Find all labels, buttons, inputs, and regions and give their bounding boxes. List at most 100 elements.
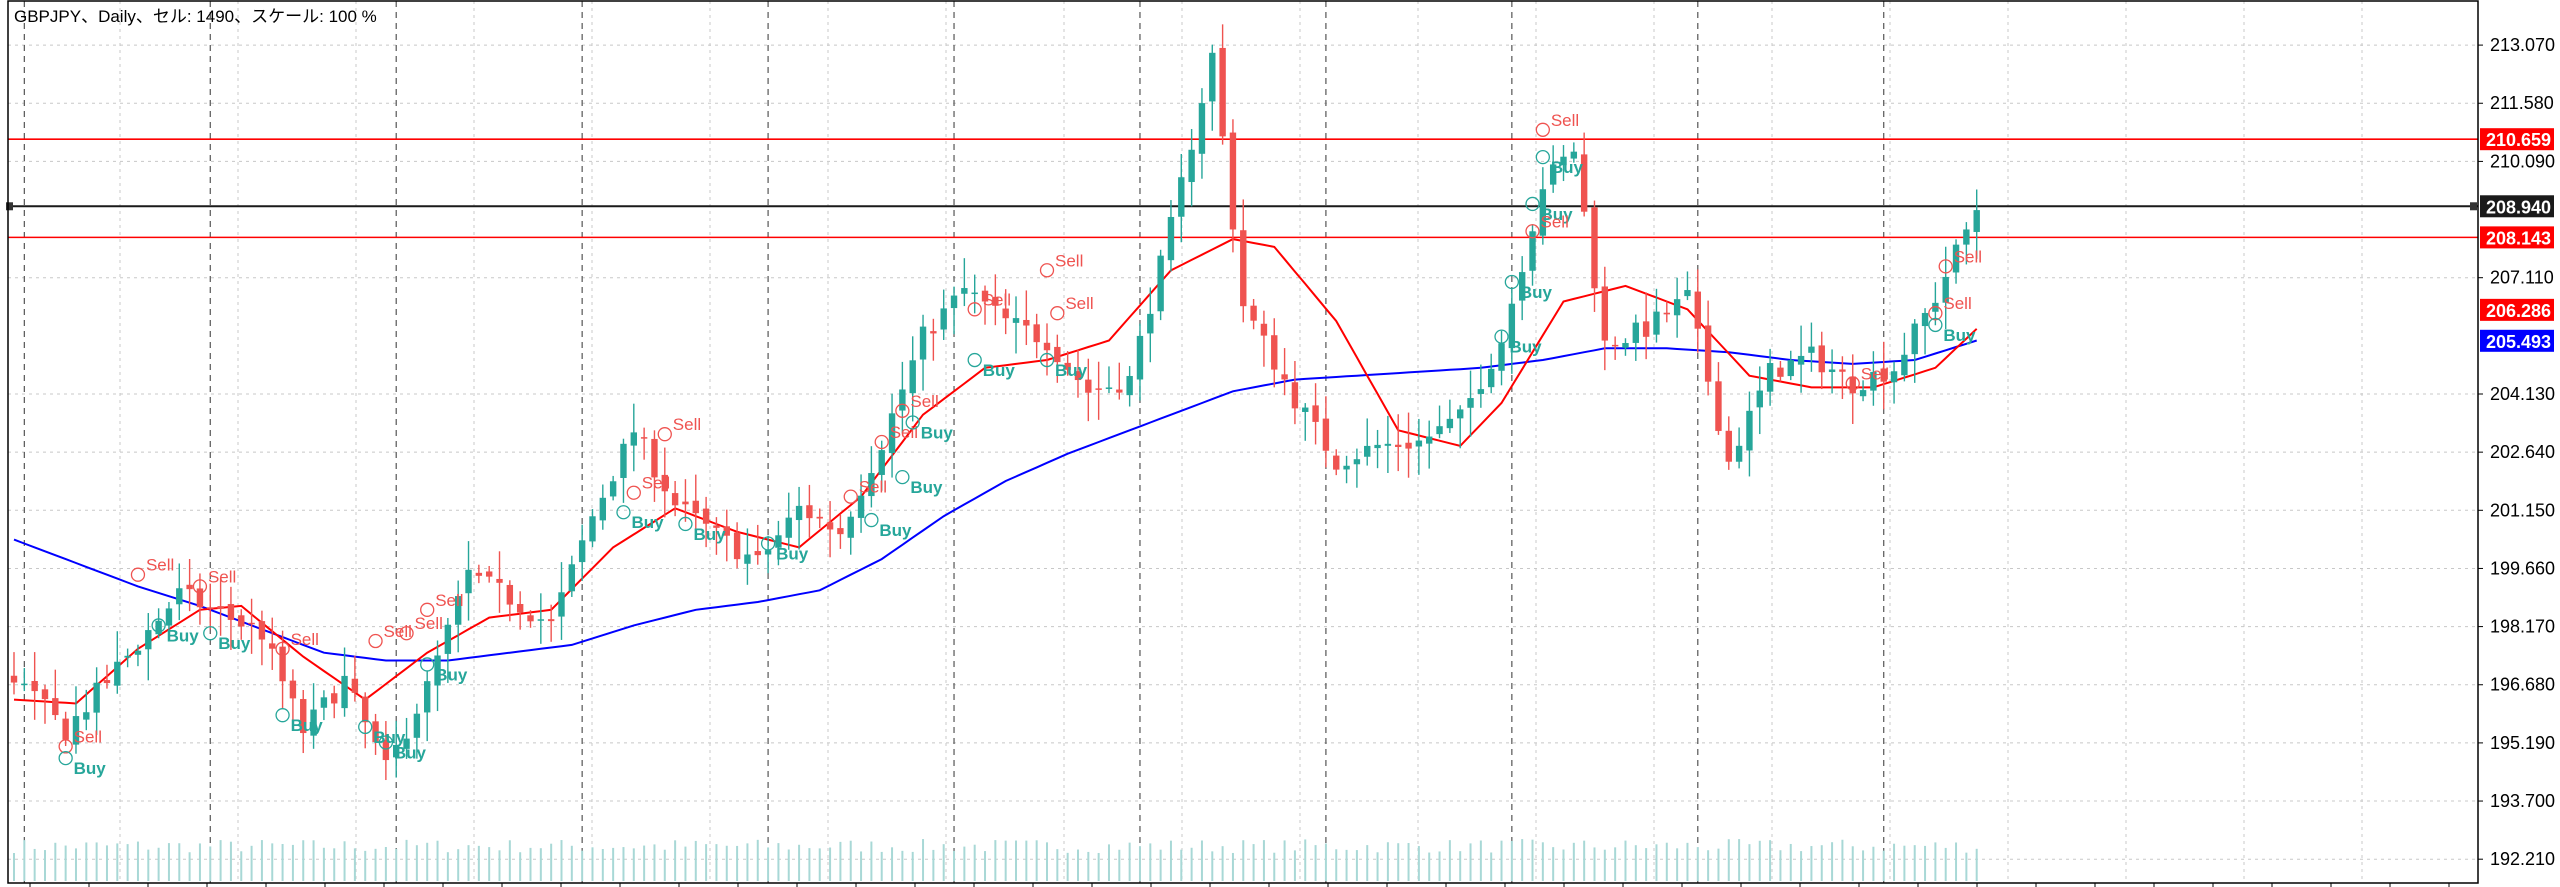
candle-body: [1374, 444, 1381, 449]
candle: [1663, 301, 1670, 323]
candle: [1477, 364, 1485, 408]
candle: [351, 655, 359, 702]
level-handle[interactable]: [2470, 202, 2477, 211]
candle-body: [1219, 47, 1226, 137]
candle-body: [981, 290, 989, 302]
candle: [578, 524, 586, 581]
signal-marker: [1504, 274, 1519, 290]
candle: [1828, 349, 1836, 394]
candle: [1033, 313, 1040, 359]
candle-body: [1095, 388, 1102, 390]
sell-signal: Sell: [626, 474, 670, 500]
signal-label: Buy: [693, 525, 726, 544]
candle: [1291, 360, 1299, 425]
candle: [857, 474, 865, 533]
candle: [692, 474, 699, 538]
candle-body: [1446, 418, 1454, 429]
candle-body: [1002, 308, 1009, 319]
signal-marker: [1535, 149, 1550, 165]
candle: [1611, 336, 1619, 360]
candle-body: [1756, 390, 1763, 408]
candle-body: [857, 495, 865, 518]
candle: [1467, 370, 1474, 437]
candle-body: [10, 675, 18, 683]
candle: [506, 580, 514, 622]
candle-body: [1746, 410, 1753, 451]
y-tick-label: 193.700: [2490, 791, 2555, 811]
candle: [372, 713, 379, 755]
candle-body: [207, 607, 214, 609]
candle: [868, 446, 875, 508]
sell-signal: Sell: [130, 556, 174, 582]
buy-signal: Buy: [203, 626, 251, 653]
candle: [1880, 341, 1887, 410]
candle-body: [196, 588, 204, 608]
candle-body: [599, 497, 607, 521]
candle: [620, 438, 627, 503]
candle-body: [1942, 276, 1949, 303]
candle-body: [775, 535, 782, 548]
candle-body: [331, 693, 338, 704]
candle-body: [1074, 371, 1082, 381]
candle: [83, 689, 90, 731]
candle-body: [661, 474, 668, 492]
candle-body: [83, 712, 90, 720]
candle-body: [1839, 369, 1846, 372]
candle: [1229, 119, 1237, 253]
signal-label: Sell: [1943, 294, 1971, 313]
candle: [682, 479, 689, 522]
candle: [1457, 405, 1464, 449]
candle-body: [176, 588, 183, 605]
signal-marker: [1050, 306, 1065, 321]
price-scale[interactable]: 213.070 211.580 210.090 207.110 204.130 202.6…: [2478, 35, 2555, 869]
candle: [1136, 323, 1144, 401]
level-handle[interactable]: [6, 202, 13, 211]
candle: [1157, 249, 1164, 321]
signal-marker: [905, 415, 920, 430]
signal-label: Sell: [1541, 212, 1569, 231]
candle: [1694, 269, 1701, 353]
candle: [702, 496, 710, 548]
candle-body: [41, 689, 49, 700]
signal-label: Sell: [146, 556, 174, 575]
signal-label: Buy: [1943, 326, 1976, 345]
candle-body: [713, 525, 720, 528]
signal-label: Buy: [1520, 283, 1553, 302]
candle: [1209, 44, 1216, 131]
candle-body: [1622, 343, 1629, 348]
signal-marker: [1039, 263, 1055, 278]
candle: [1839, 356, 1846, 400]
candle-body: [1797, 355, 1805, 365]
candle-body: [1715, 381, 1722, 431]
candle: [1911, 319, 1918, 383]
x-axis-ticks: [29, 883, 2450, 887]
chart-header: GBPJPY、Daily、セル: 1490、スケール: 100 %: [14, 7, 377, 26]
signal-marker: [192, 579, 208, 594]
candle: [1395, 414, 1402, 472]
sell-signal: Sell: [1525, 212, 1569, 239]
candle-body: [1271, 335, 1278, 370]
signal-marker: [1845, 376, 1860, 391]
candle-body: [1901, 354, 1908, 376]
price-tag: 208.143: [2480, 226, 2554, 249]
price-tag: 210.659: [2480, 128, 2554, 151]
candle: [1374, 429, 1381, 469]
candle-body: [682, 501, 689, 505]
signal-marker: [1039, 352, 1055, 368]
candle: [899, 361, 906, 434]
candle: [310, 683, 317, 749]
candle: [289, 669, 297, 722]
price-tag: 206.286: [2480, 298, 2554, 321]
signal-label: Buy: [74, 759, 107, 778]
candle-body: [1147, 313, 1154, 334]
buy-signal: Buy: [967, 352, 1015, 380]
candle-body: [1591, 207, 1598, 289]
candle: [1250, 298, 1257, 330]
candle: [403, 717, 410, 759]
sell-signal: Sell: [58, 727, 102, 754]
candle: [1704, 300, 1712, 396]
candle: [1074, 349, 1082, 398]
signal-label: Buy: [631, 513, 664, 532]
candle: [981, 285, 989, 325]
